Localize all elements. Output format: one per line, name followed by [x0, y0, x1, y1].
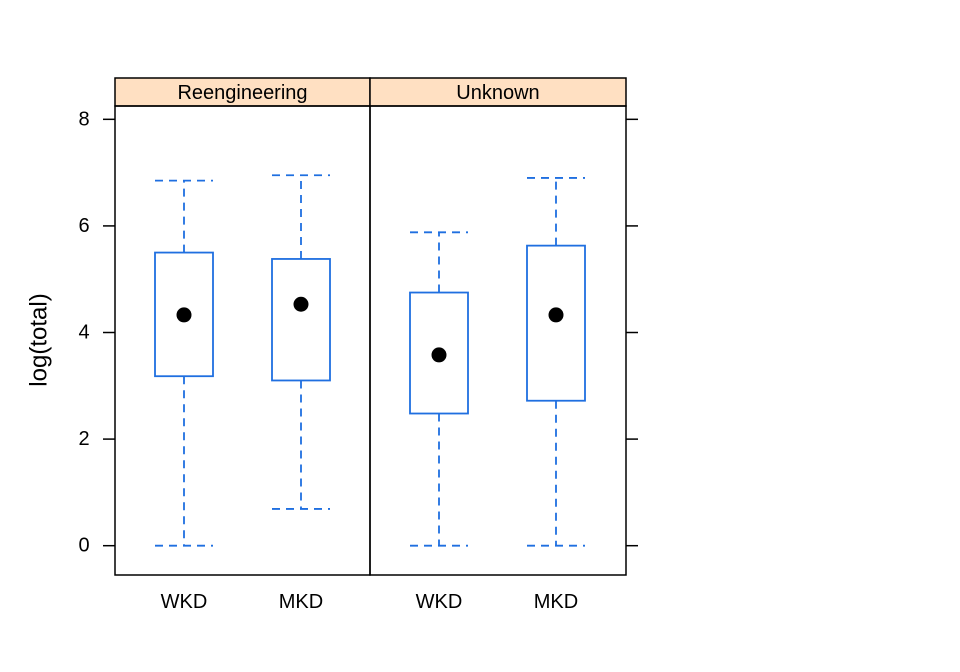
- iqr-box: [271, 258, 331, 382]
- panel-1: Reengineering WKD MKD: [114, 77, 371, 613]
- y-tick-label: 2: [78, 428, 89, 450]
- box-wkd: [154, 179, 214, 547]
- box-mkd: [271, 174, 331, 510]
- x-category-label: MKD: [534, 591, 578, 613]
- y-tick-label: 8: [78, 108, 89, 130]
- median-dot: [431, 347, 447, 363]
- median-dot: [293, 296, 309, 312]
- y-tick-label: 0: [78, 535, 89, 557]
- x-category-label: WKD: [161, 591, 208, 613]
- panel-frame: [114, 105, 371, 576]
- y-tick-label: 6: [78, 215, 89, 237]
- median-dot: [176, 307, 192, 323]
- strip-label: Unknown: [456, 82, 539, 104]
- strip-label: Reengineering: [177, 82, 307, 104]
- iqr-box: [409, 291, 469, 415]
- x-category-label: WKD: [416, 591, 463, 613]
- iqr-box: [154, 251, 214, 378]
- y-axis-label: log(total): [25, 293, 52, 386]
- panel-2: Unknown WKD MKD: [369, 77, 627, 613]
- iqr-box: [526, 244, 586, 402]
- box-mkd: [526, 177, 586, 547]
- plot-layer: 0 2 4 6 8 Reengineering WKD MKD Unknown WKD MKD: [78, 77, 638, 613]
- x-category-label: MKD: [279, 591, 323, 613]
- panel-frame: [369, 105, 627, 576]
- box-wkd: [409, 231, 469, 547]
- y-tick-label: 4: [78, 322, 89, 344]
- median-dot: [548, 307, 564, 323]
